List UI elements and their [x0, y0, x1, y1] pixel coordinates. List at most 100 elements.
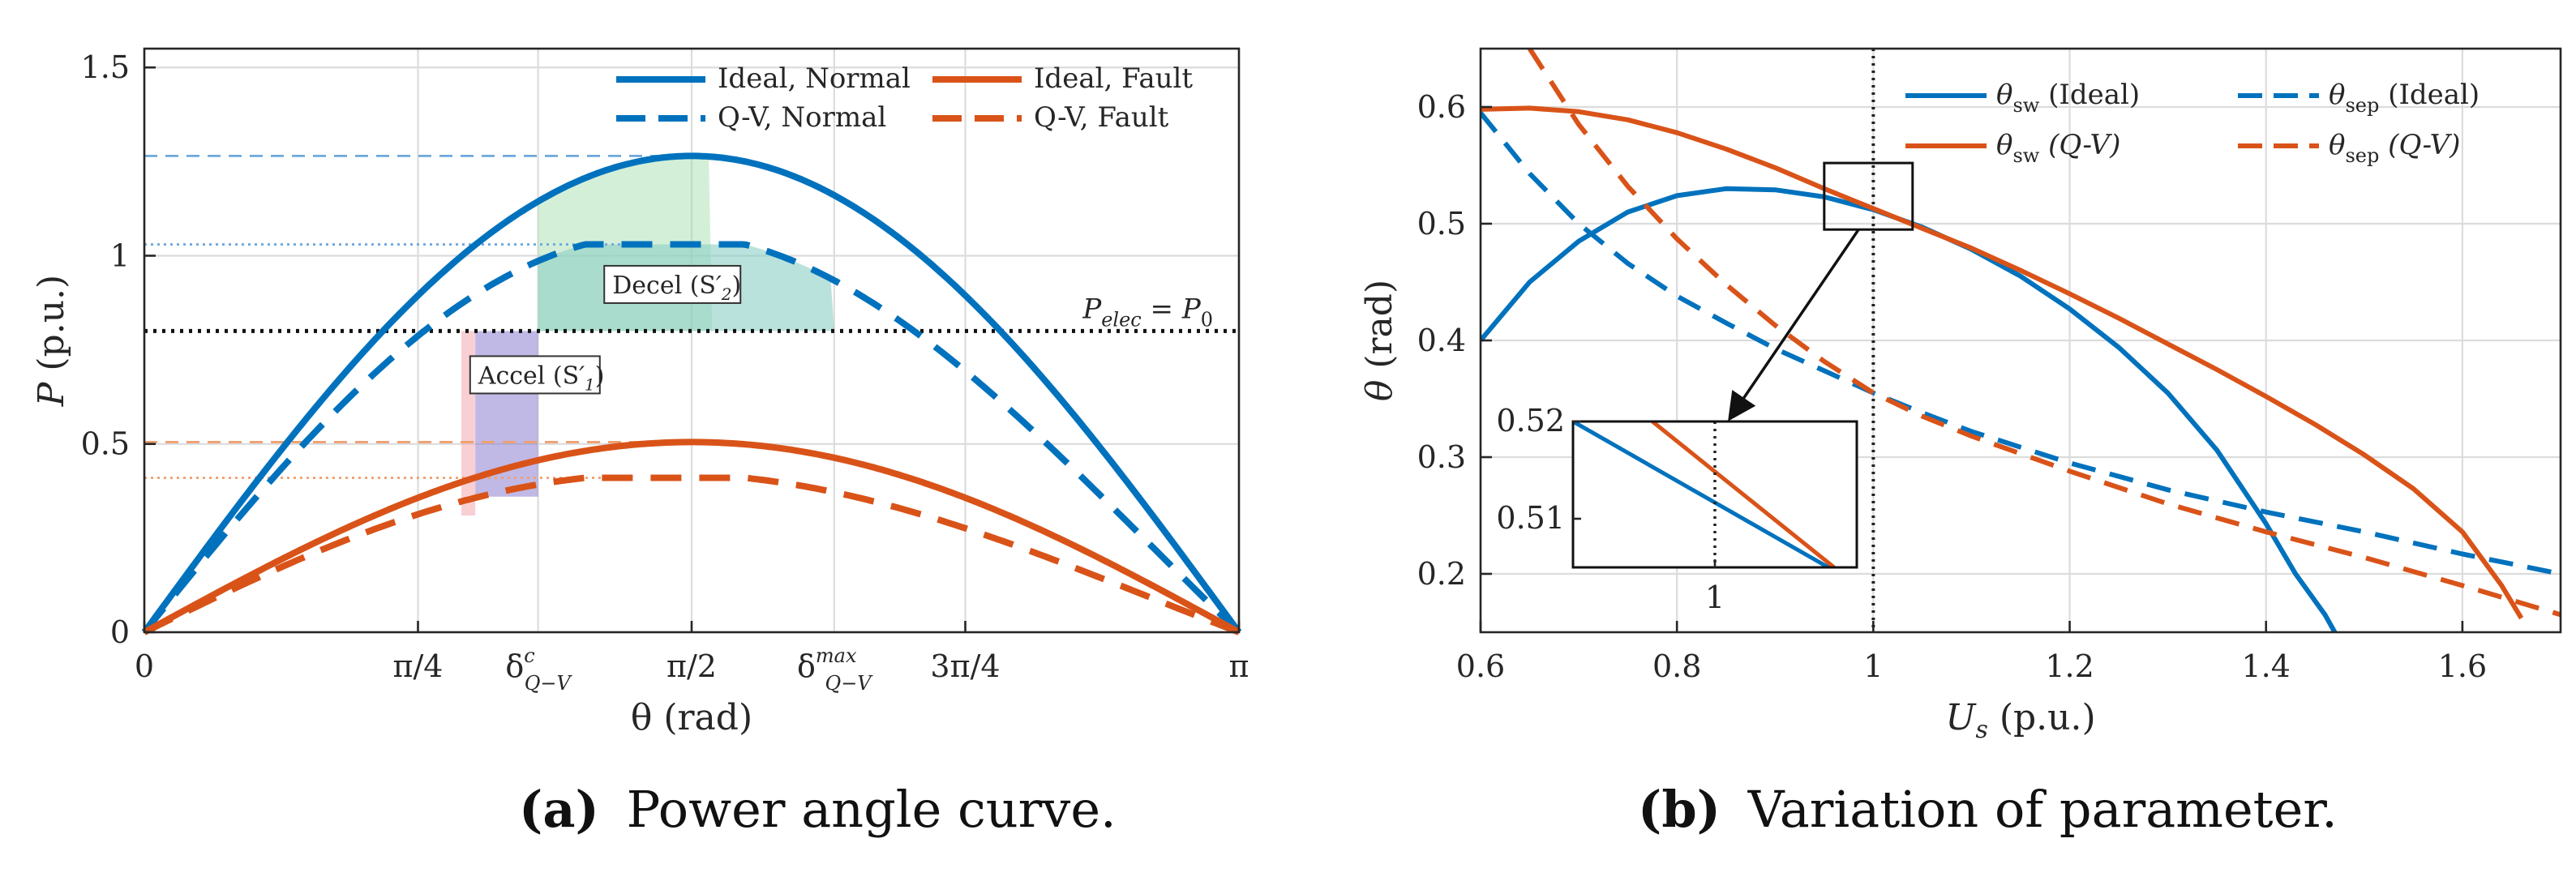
y-tick-label-0: 0 — [110, 614, 130, 650]
y-tick-label-1: 0.5 — [81, 426, 130, 462]
series-line-3 — [1527, 49, 2561, 618]
inset-x-tick-label-0: 1 — [1705, 580, 1725, 615]
legend-label-2: θsep (Ideal) — [2329, 79, 2480, 117]
legend-label-1: θsw (Q-V) — [1996, 129, 2120, 167]
series-line-3 — [143, 474, 1241, 635]
y-label-unit: (rad) — [1359, 280, 1400, 380]
annotation-sub: 2 — [721, 284, 732, 304]
legend-label-0: θsw (Ideal) — [1996, 79, 2140, 117]
legend-theta: θ — [2329, 79, 2345, 111]
inset-series-group — [1573, 421, 1836, 567]
legend-sub: sep — [2345, 144, 2379, 167]
inset-y-tick-label-0: 0.51 — [1496, 500, 1565, 536]
y-tick-label-2: 0.4 — [1417, 323, 1466, 358]
x-axis-label: θ (rad) — [631, 697, 752, 738]
delta-sup: max — [816, 644, 857, 667]
inset-blue-line — [1573, 421, 1830, 567]
caption-a-text: Power angle curve. — [627, 780, 1117, 839]
annotation-label-0: Accel (S′1) — [478, 361, 605, 394]
x-tick-label-4: 1.4 — [2242, 648, 2291, 684]
delta-sup: c — [524, 644, 534, 667]
x-tick-label-5: 1.6 — [2438, 648, 2487, 684]
annotation-sub: 1 — [585, 374, 595, 394]
legend-sub: sw — [2012, 94, 2039, 117]
series-line-1 — [1481, 105, 2524, 620]
p-elec-label: Pelec = P0 — [1082, 293, 1213, 331]
p-elec-sub: elec — [1101, 308, 1142, 331]
legend-sub: sep — [2345, 94, 2379, 117]
delta-sub: Q−V — [525, 672, 573, 695]
x-tick-label-0: 0 — [135, 648, 154, 684]
legend-label-2: Ideal, Fault — [1034, 62, 1193, 95]
x-tick-extra-label-0: δc Q−V — [505, 644, 572, 695]
series-line-1 — [141, 241, 1241, 635]
zoom-arrow — [1728, 229, 1860, 421]
annotation-label-1: Decel (S′2) — [612, 272, 741, 304]
p-elec-rhs: = P — [1142, 293, 1202, 325]
y-axis-label: P (p.u.) — [31, 275, 72, 407]
y-tick-label-3: 0.5 — [1417, 206, 1466, 242]
legend-sub: sw — [2012, 144, 2039, 167]
caption-a-label: (a) — [519, 780, 599, 839]
legend-theta: θ — [2329, 129, 2345, 161]
caption-b: (b) Variation of parameter. — [1638, 780, 2338, 839]
y-tick-label-3: 1.5 — [81, 49, 130, 85]
x-axis-label: Us (p.u.) — [1945, 697, 2095, 744]
x-tick-label-3: 3π/4 — [930, 648, 1000, 684]
legend-label-0: Ideal, Normal — [718, 62, 911, 95]
annotation-box-0 — [469, 355, 601, 395]
delta-sub: Q−V — [825, 672, 874, 695]
legend-tail: (Q-V) — [2379, 129, 2460, 161]
series-line-0 — [141, 152, 1242, 635]
annotation-prime: ′ — [579, 361, 585, 390]
chart-a: 0 π/4 π/2 3π/4 π δc Q−V δ max Q−V 0 0.5 1 1.5 θ (rad) P… — [31, 47, 1249, 738]
legend-label-3: θsep (Q-V) — [2329, 129, 2460, 167]
annotation-text: Decel (S — [612, 272, 716, 300]
legend-tail: (Q-V) — [2039, 129, 2120, 161]
annotation-tail: ) — [732, 272, 742, 300]
x-label-sub: s — [1975, 716, 1987, 744]
series-line-2 — [143, 438, 1241, 635]
annotation-tail: ) — [595, 361, 605, 390]
inset-y-tick-label-1: 0.52 — [1496, 403, 1565, 438]
inset-orange-line — [1651, 421, 1836, 567]
y-label-symbol: θ — [1359, 380, 1400, 402]
y-axis-label: θ (rad) — [1359, 280, 1400, 401]
x-tick-extra-label-1: δmax Q−V — [797, 644, 873, 695]
x-label-unit: (p.u.) — [1988, 697, 2096, 738]
series-line-2 — [1481, 111, 2561, 576]
x-tick-label-4: π — [1229, 648, 1249, 684]
p-elec-p: P — [1082, 293, 1102, 325]
p-elec-rhs-sub: 0 — [1201, 308, 1213, 331]
annotation-box-1 — [603, 264, 742, 304]
y-tick-label-4: 0.6 — [1417, 89, 1466, 125]
caption-a: (a) Power angle curve. — [519, 780, 1117, 839]
x-tick-label-1: π/4 — [393, 648, 444, 684]
x-tick-label-2: 1 — [1863, 648, 1883, 684]
x-label-symbol: U — [1945, 697, 1977, 738]
x-tick-label-0: 0.6 — [1456, 648, 1505, 684]
y-tick-label-0: 0.2 — [1417, 556, 1466, 592]
caption-b-text: Variation of parameter. — [1747, 780, 2338, 839]
legend-tail: (Ideal) — [2379, 79, 2480, 111]
x-tick-label-3: 1.2 — [2045, 648, 2094, 684]
annotation-prime: ′ — [716, 272, 722, 300]
y-label-unit: (p.u.) — [31, 275, 72, 383]
zoom-box — [1823, 161, 1914, 231]
caption-b-label: (b) — [1638, 780, 1721, 839]
x-tick-label-1: 0.8 — [1652, 648, 1701, 684]
legend-theta: θ — [1996, 79, 2012, 111]
x-tick-label-2: π/2 — [667, 648, 717, 684]
delta-symbol: δ — [505, 648, 524, 684]
legend-label-3: Q-V, Fault — [1034, 101, 1169, 134]
legend-label-1: Q-V, Normal — [718, 101, 886, 134]
series-group — [1481, 49, 2561, 632]
annotation-text: Accel (S — [478, 361, 579, 390]
legend-theta: θ — [1996, 129, 2012, 161]
legend-tail: (Ideal) — [2039, 79, 2140, 111]
y-tick-label-1: 0.3 — [1417, 439, 1466, 475]
y-label-symbol: P — [31, 381, 72, 407]
